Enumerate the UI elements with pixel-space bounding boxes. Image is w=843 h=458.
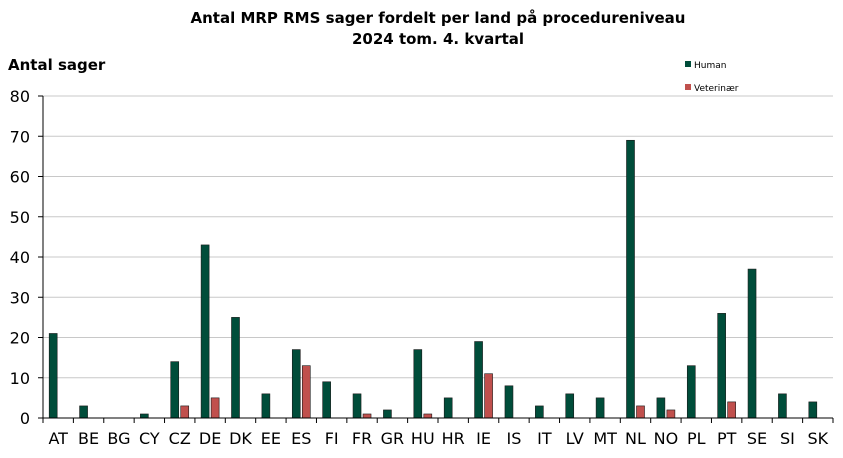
y-tick-label: 10 bbox=[10, 369, 30, 388]
y-axis-label: Antal sager bbox=[8, 56, 106, 74]
legend-label-human: Human bbox=[694, 61, 726, 71]
bar-human-nl bbox=[626, 139, 635, 419]
x-tick-label-de: DE bbox=[199, 429, 221, 448]
bar-human-at bbox=[48, 333, 58, 419]
x-tick-label-fi: FI bbox=[325, 429, 339, 448]
y-tick-label: 60 bbox=[10, 168, 30, 187]
x-tick-label-dk: DK bbox=[229, 429, 252, 448]
legend-swatch-veterinaer bbox=[685, 84, 691, 90]
x-tick-label-cz: CZ bbox=[169, 429, 191, 448]
x-tick-label-sk: SK bbox=[807, 429, 828, 448]
bar-human-de bbox=[200, 244, 210, 419]
bar-human-cz bbox=[170, 361, 180, 419]
x-tick-label-at: AT bbox=[48, 429, 68, 448]
x-tick-label-es: ES bbox=[291, 429, 311, 448]
bar-human-hu bbox=[413, 349, 423, 419]
bar-veterinr-hu bbox=[423, 413, 433, 419]
bar-human-ie bbox=[474, 341, 483, 419]
x-tick-label-hu: HU bbox=[411, 429, 435, 448]
y-tick-label: 80 bbox=[10, 87, 30, 106]
bar-veterinr-pt bbox=[727, 401, 736, 419]
bar-human-gr bbox=[383, 409, 392, 419]
x-tick-label-se: SE bbox=[747, 429, 767, 448]
bar-veterinr-no bbox=[666, 409, 676, 419]
y-tick-label: 0 bbox=[20, 409, 30, 428]
chart-subtitle: 2024 tom. 4. kvartal bbox=[352, 30, 524, 48]
gridlines bbox=[43, 95, 833, 379]
x-tick-label-pt: PT bbox=[717, 429, 737, 448]
bar-human-is bbox=[504, 385, 514, 419]
y-tick-label: 70 bbox=[10, 127, 30, 146]
x-tick-label-lv: LV bbox=[566, 429, 584, 448]
x-tick-label-mt: MT bbox=[593, 429, 617, 448]
bar-human-ee bbox=[261, 393, 271, 419]
y-tick-label: 40 bbox=[10, 248, 30, 267]
x-tick-label-ee: EE bbox=[261, 429, 281, 448]
legend-label-veterinaer: Veterinær bbox=[694, 84, 739, 94]
x-tick-label-bg: BG bbox=[107, 429, 130, 448]
bar-human-fi bbox=[322, 381, 331, 419]
y-tick-label: 20 bbox=[10, 329, 30, 348]
bar-human-fr bbox=[352, 393, 362, 419]
bar-human-mt bbox=[595, 397, 605, 419]
x-tick-labels: AT BE BG CY CZ DE DK EE ES FI FR GR HU HR IE IS IT LV MT NL… bbox=[48, 429, 828, 448]
bar-human-es bbox=[291, 349, 301, 419]
bar-human-it bbox=[535, 405, 544, 419]
y-tick-label: 30 bbox=[10, 288, 30, 307]
bars bbox=[48, 139, 818, 419]
y-tick-labels: 0 10 20 30 40 50 60 70 80 bbox=[10, 87, 30, 428]
x-tick-label-ie: IE bbox=[476, 429, 491, 448]
x-tick-label-be: BE bbox=[78, 429, 99, 448]
x-tick-label-si: SI bbox=[780, 429, 795, 448]
bar-human-sk bbox=[808, 401, 818, 419]
bar-human-pl bbox=[686, 365, 696, 419]
legend-swatch-human bbox=[685, 61, 691, 67]
x-tick-label-nl: NL bbox=[625, 429, 646, 448]
bar-human-be bbox=[79, 405, 88, 419]
bar-veterinr-es bbox=[301, 365, 311, 419]
bar-human-dk bbox=[231, 317, 240, 419]
bar-veterinr-de bbox=[210, 397, 220, 419]
chart-title: Antal MRP RMS sager fordelt per land på … bbox=[191, 9, 686, 27]
x-tick-label-it: IT bbox=[537, 429, 552, 448]
x-tick-label-pl: PL bbox=[687, 429, 706, 448]
y-tick-label: 50 bbox=[10, 208, 30, 227]
x-tick-label-cy: CY bbox=[139, 429, 160, 448]
bar-human-lv bbox=[565, 393, 575, 419]
bar-veterinr-cz bbox=[180, 405, 190, 419]
axes bbox=[38, 95, 834, 423]
x-tick-label-is: IS bbox=[507, 429, 522, 448]
bar-human-hr bbox=[443, 397, 453, 419]
x-tick-label-no: NO bbox=[654, 429, 679, 448]
bar-human-si bbox=[778, 393, 787, 419]
bar-veterinr-fr bbox=[362, 413, 372, 419]
bar-human-se bbox=[747, 268, 757, 419]
x-tick-label-gr: GR bbox=[381, 429, 405, 448]
x-tick-label-fr: FR bbox=[352, 429, 372, 448]
x-tick-label-hr: HR bbox=[442, 429, 465, 448]
bar-veterinr-ie bbox=[484, 373, 493, 419]
legend: Human Veterinær bbox=[685, 61, 739, 94]
bar-veterinr-nl bbox=[636, 405, 645, 419]
bar-human-no bbox=[656, 397, 666, 419]
bar-human-cy bbox=[140, 413, 149, 419]
bar-human-pt bbox=[717, 313, 726, 419]
